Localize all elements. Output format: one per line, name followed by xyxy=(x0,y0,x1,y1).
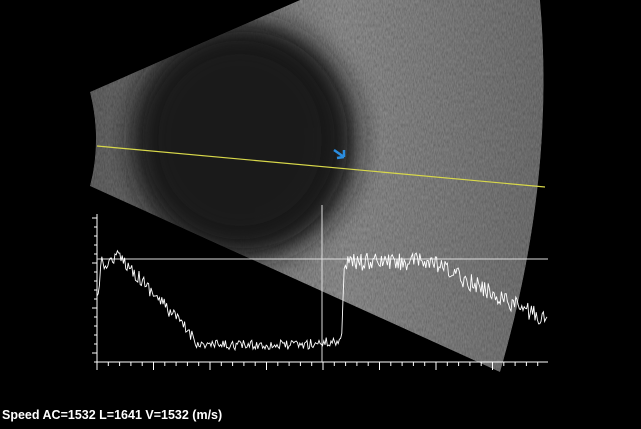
b-scan-image xyxy=(90,0,544,372)
speed-label: Speed AC=1532 L=1641 V=1532 (m/s) xyxy=(2,408,222,422)
ultrasound-screen: Speed AC=1532 L=1641 V=1532 (m/s) xyxy=(0,0,641,429)
page: Speed AC=1532 L=1641 V=1532 (m/s) (() =>… xyxy=(0,0,641,429)
globe-core xyxy=(145,40,335,240)
